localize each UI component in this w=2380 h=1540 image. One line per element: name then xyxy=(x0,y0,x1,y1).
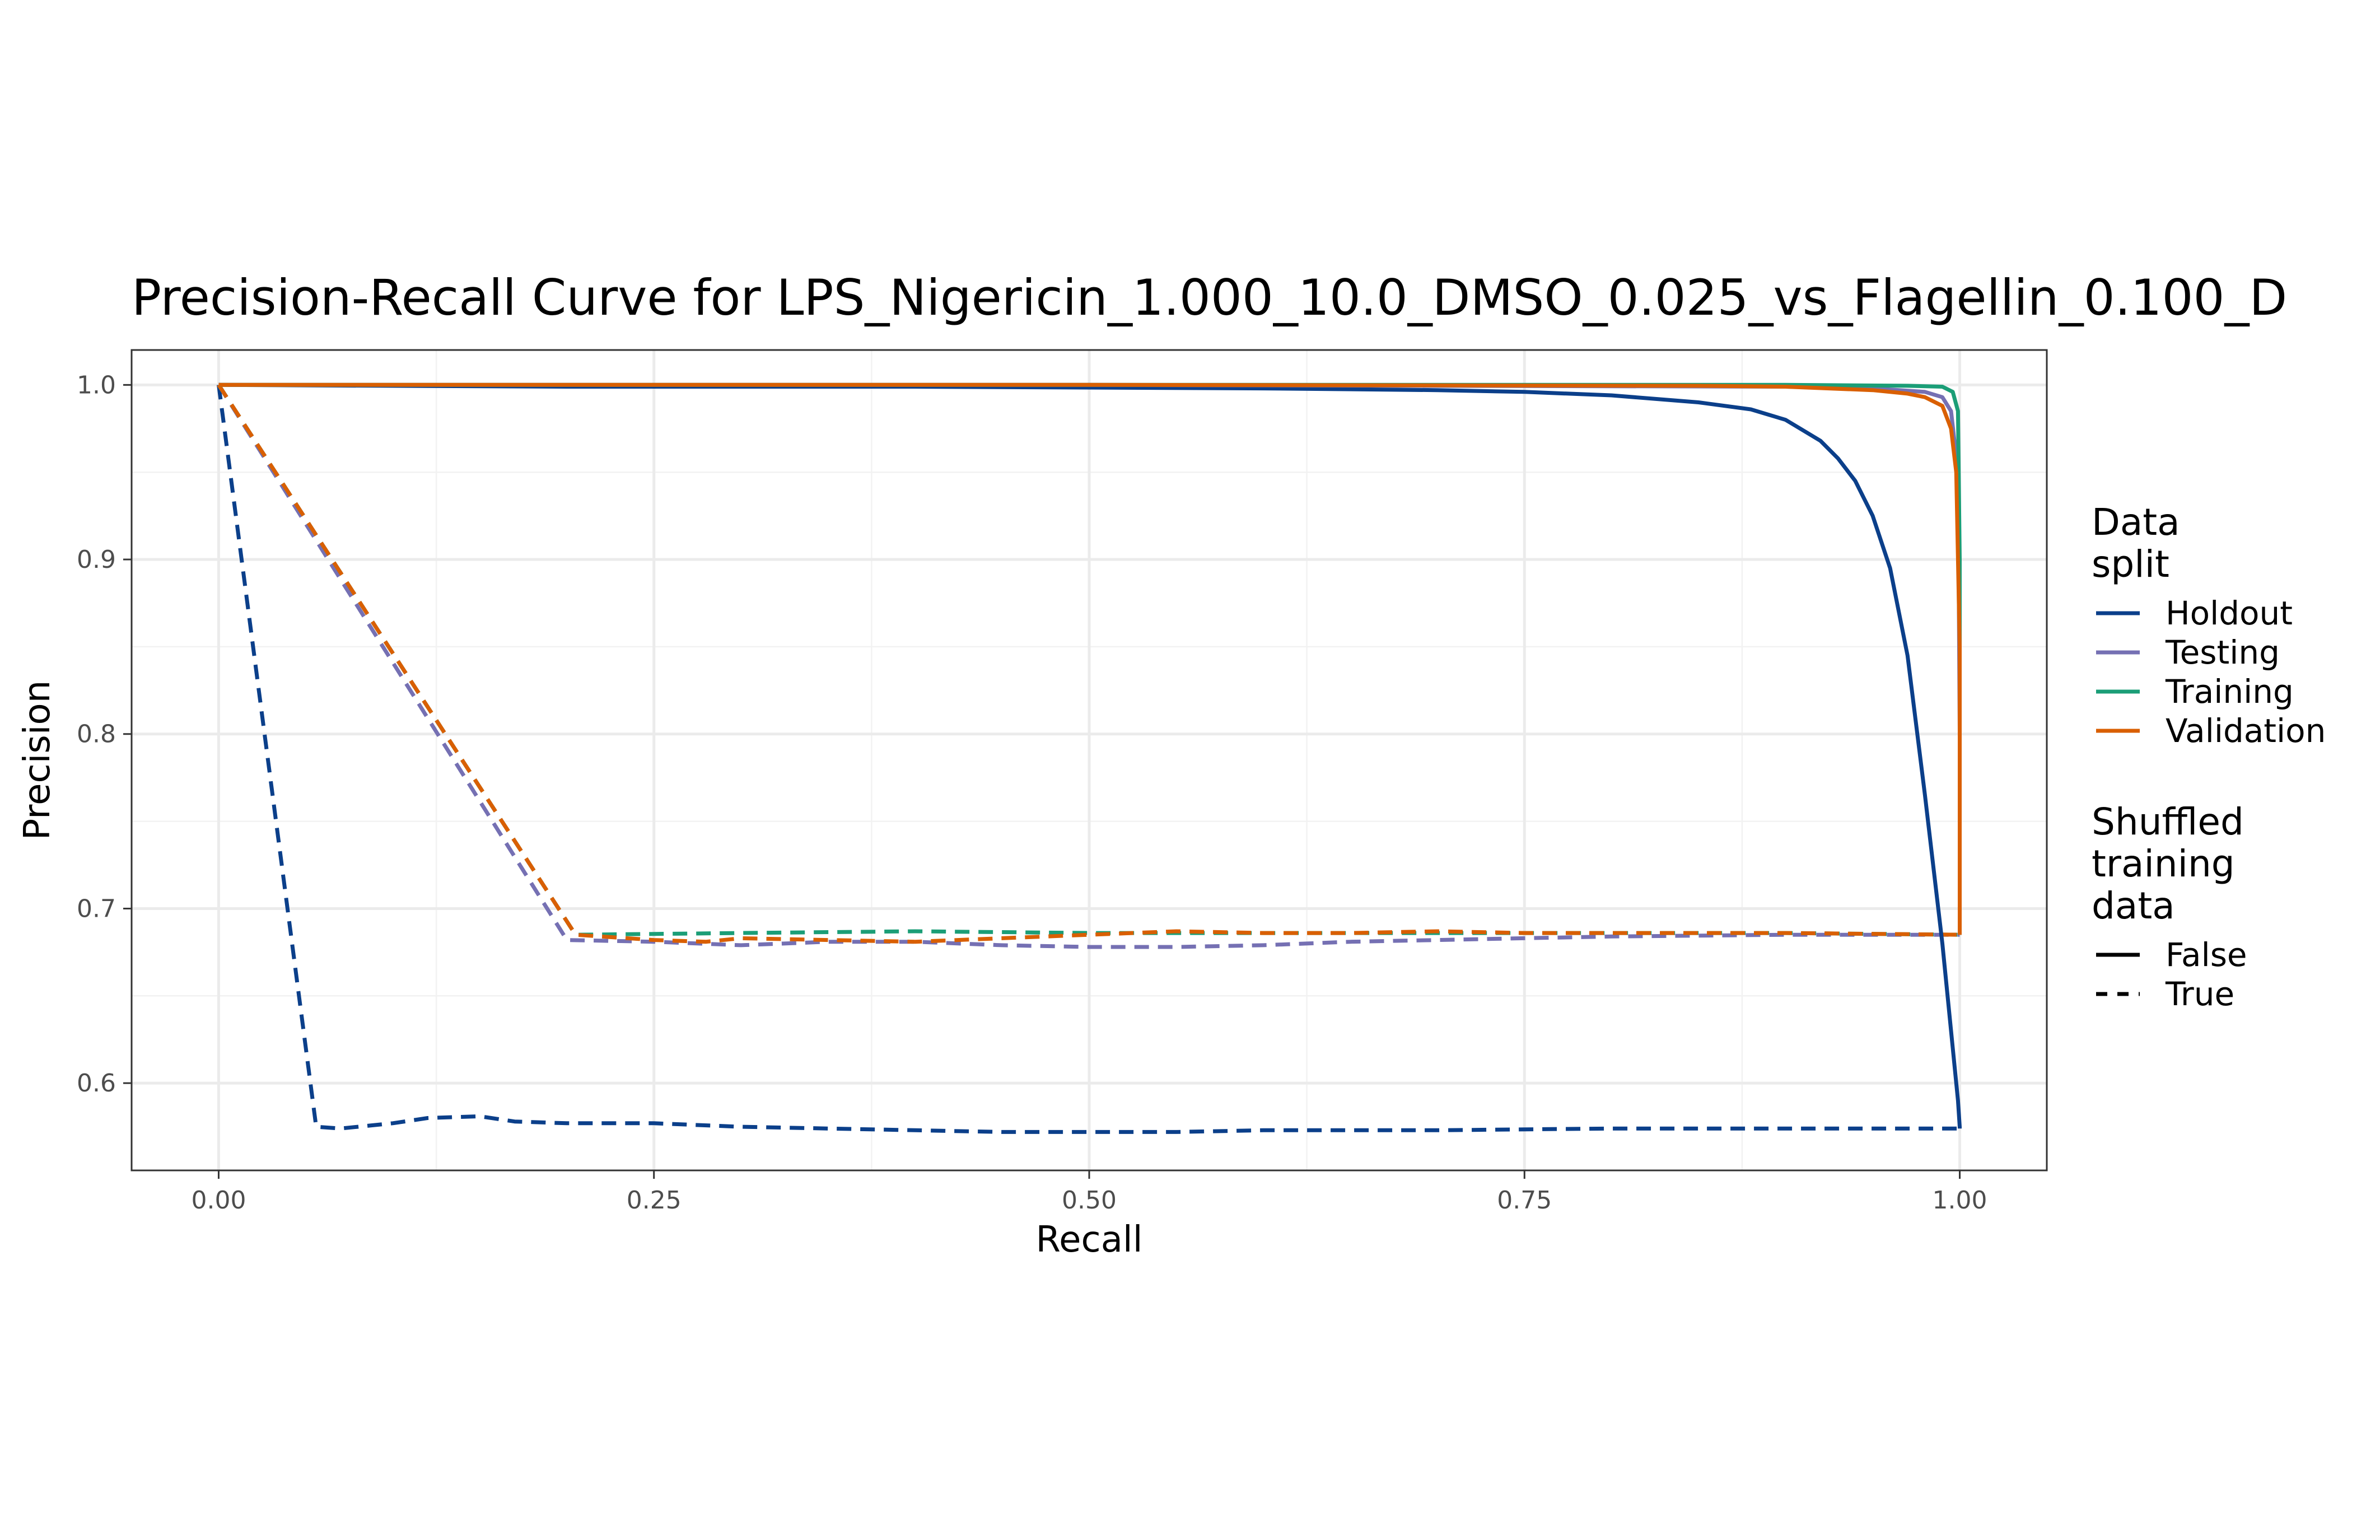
y-tick-label: 0.9 xyxy=(77,545,116,574)
series-line-validation-shuffled-true xyxy=(217,384,1960,944)
legend-label-training: Training xyxy=(2165,673,2294,711)
legend-title-data-split: Data xyxy=(2092,501,2180,544)
legend-label-false: False xyxy=(2166,936,2247,974)
series-line-holdout-shuffled-true xyxy=(217,384,1960,1134)
legend-label-validation: Validation xyxy=(2166,712,2326,750)
x-tick-label: 0.50 xyxy=(1062,1186,1117,1215)
legend-label-testing: Testing xyxy=(2165,633,2280,671)
series-line-testing-shuffled-true xyxy=(217,384,1960,949)
legend-title-data-split: split xyxy=(2092,543,2169,586)
y-tick-label: 0.6 xyxy=(77,1069,116,1098)
y-axis-title: Precision xyxy=(17,680,58,841)
x-tick-label: 0.25 xyxy=(627,1186,682,1215)
y-tick-label: 1.0 xyxy=(77,371,116,399)
x-tick-label: 0.75 xyxy=(1497,1186,1552,1215)
y-tick-label: 0.7 xyxy=(77,894,116,923)
series-line-holdout-shuffled-false xyxy=(218,382,1962,1129)
legend-title-shuffled: training xyxy=(2092,842,2235,885)
y-axis: 0.6 0.7 0.8 0.9 1.0 xyxy=(77,371,132,1098)
series-lines xyxy=(217,382,1962,1134)
x-tick-label: 1.00 xyxy=(1933,1186,1987,1215)
legend-label-holdout: Holdout xyxy=(2166,594,2293,632)
legend-title-shuffled: Shuffled xyxy=(2092,800,2244,843)
y-tick-label: 0.8 xyxy=(77,720,116,749)
x-axis: 0.00 0.25 0.50 0.75 1.00 xyxy=(191,1170,1987,1215)
legend-title-shuffled: data xyxy=(2092,884,2175,927)
chart-title: Precision-Recall Curve for LPS_Nigericin… xyxy=(132,269,2287,326)
x-tick-label: 0.00 xyxy=(191,1186,246,1215)
x-axis-title: Recall xyxy=(1036,1219,1143,1261)
plot-panel xyxy=(130,349,2048,1172)
series-line-validation-shuffled-false xyxy=(218,382,1962,935)
legend-label-true: True xyxy=(2165,975,2234,1013)
